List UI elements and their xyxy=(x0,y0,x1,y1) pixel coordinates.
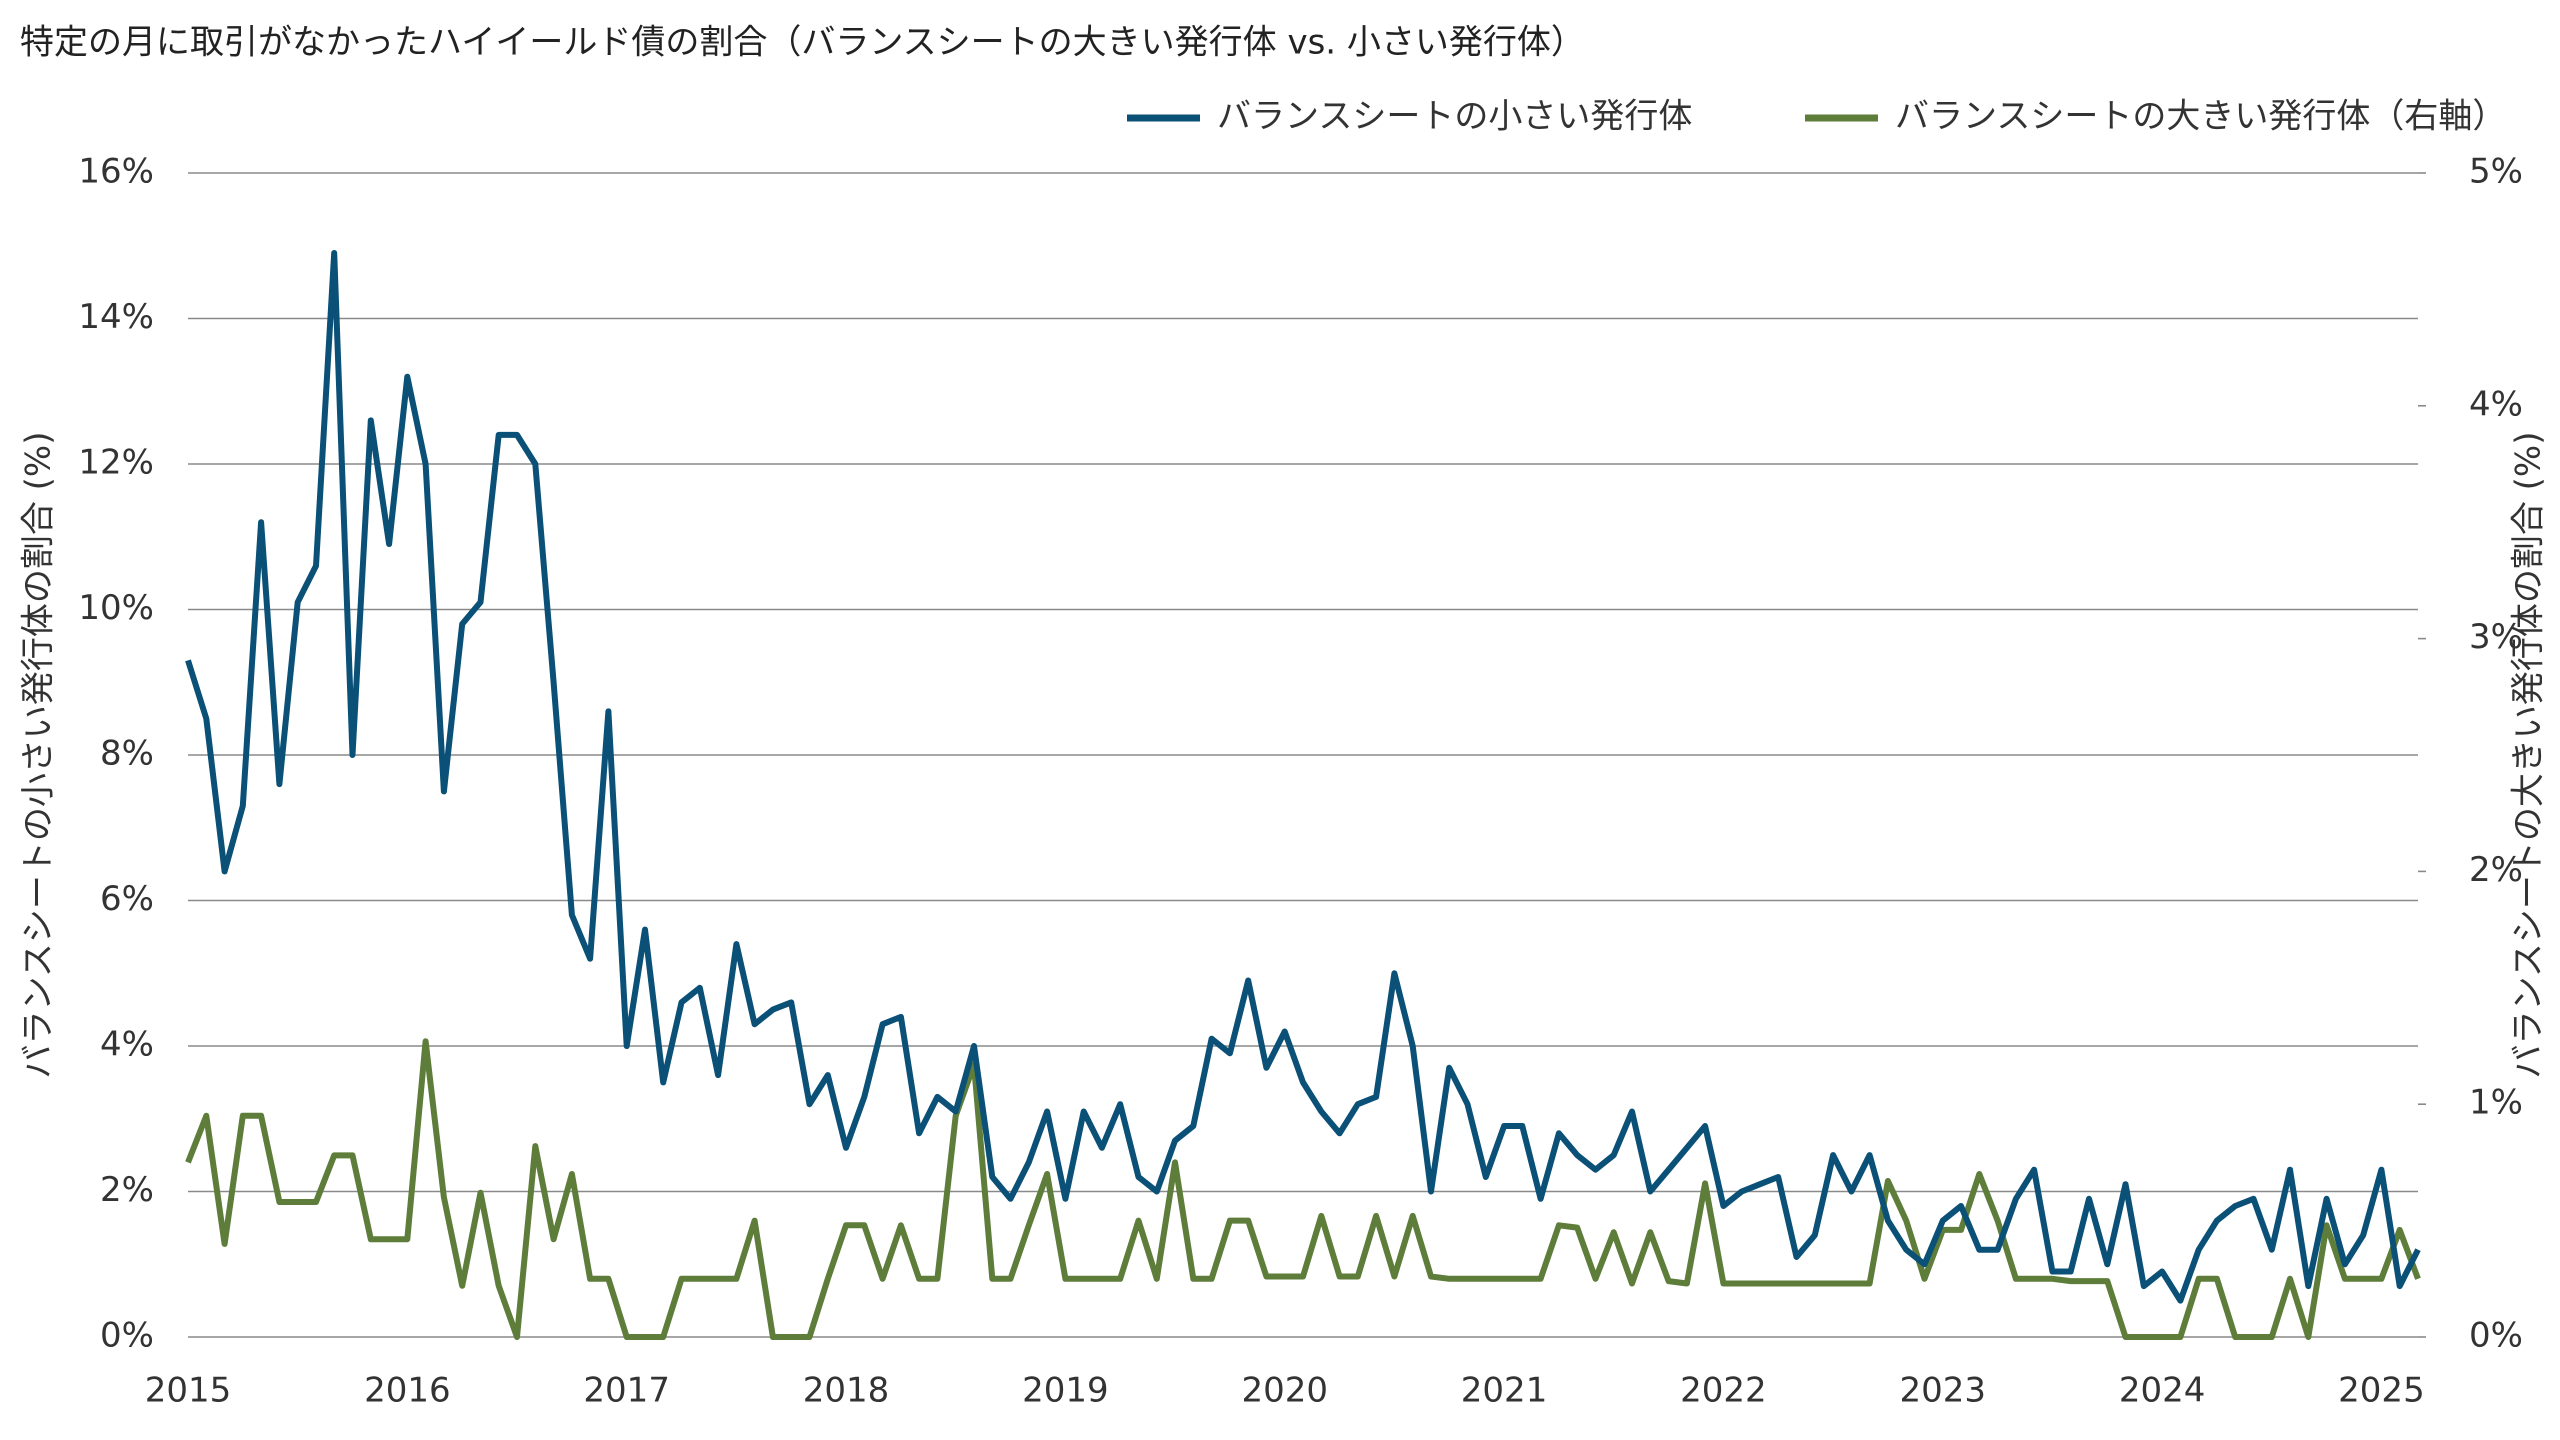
y-tick-label: 16% xyxy=(78,152,154,192)
x-tick-label: 2022 xyxy=(1680,1371,1767,1411)
y2-tick-label: 1% xyxy=(2469,1083,2523,1123)
y-tick-label: 10% xyxy=(78,588,154,628)
y2-tick-label: 2% xyxy=(2469,850,2523,890)
y-tick-label: 2% xyxy=(100,1170,154,1210)
y2-tick-label: 3% xyxy=(2469,617,2523,657)
y2-tick-label: 4% xyxy=(2469,384,2523,424)
y-tick-label: 6% xyxy=(100,879,154,919)
chart-title: 特定の月に取引がなかったハイイールド債の割合（バランスシートの大きい発行体 vs… xyxy=(20,23,1585,63)
y2-tick-label: 0% xyxy=(2469,1316,2523,1356)
y-axis-label: バランスシートの小さい発行体の割合 (%) xyxy=(19,432,59,1079)
x-tick-label: 2020 xyxy=(1241,1371,1328,1411)
y-tick-label: 8% xyxy=(100,734,154,774)
legend-label: バランスシートの大きい発行体（右軸） xyxy=(1895,97,2506,137)
x-tick-label: 2017 xyxy=(583,1371,670,1411)
y2-axis-label: バランスシートの大きい発行体の割合 (%) xyxy=(2509,432,2549,1079)
series-line xyxy=(185,1038,2421,1340)
x-tick-label: 2025 xyxy=(2338,1371,2425,1411)
y2-tick-label: 5% xyxy=(2469,152,2523,192)
y-tick-label: 4% xyxy=(100,1025,154,1065)
x-tick-label: 2023 xyxy=(1899,1371,1986,1411)
series-line xyxy=(185,250,2421,1304)
y-tick-label: 12% xyxy=(78,443,154,483)
x-tick-label: 2018 xyxy=(803,1371,890,1411)
x-tick-label: 2021 xyxy=(1461,1371,1548,1411)
x-tick-label: 2015 xyxy=(145,1371,232,1411)
x-tick-label: 2016 xyxy=(364,1371,451,1411)
legend-label: バランスシートの小さい発行体 xyxy=(1217,97,1692,137)
x-tick-label: 2024 xyxy=(2119,1371,2206,1411)
y-tick-label: 0% xyxy=(100,1316,154,1356)
x-tick-label: 2019 xyxy=(1022,1371,1109,1411)
y-tick-label: 14% xyxy=(78,297,154,337)
